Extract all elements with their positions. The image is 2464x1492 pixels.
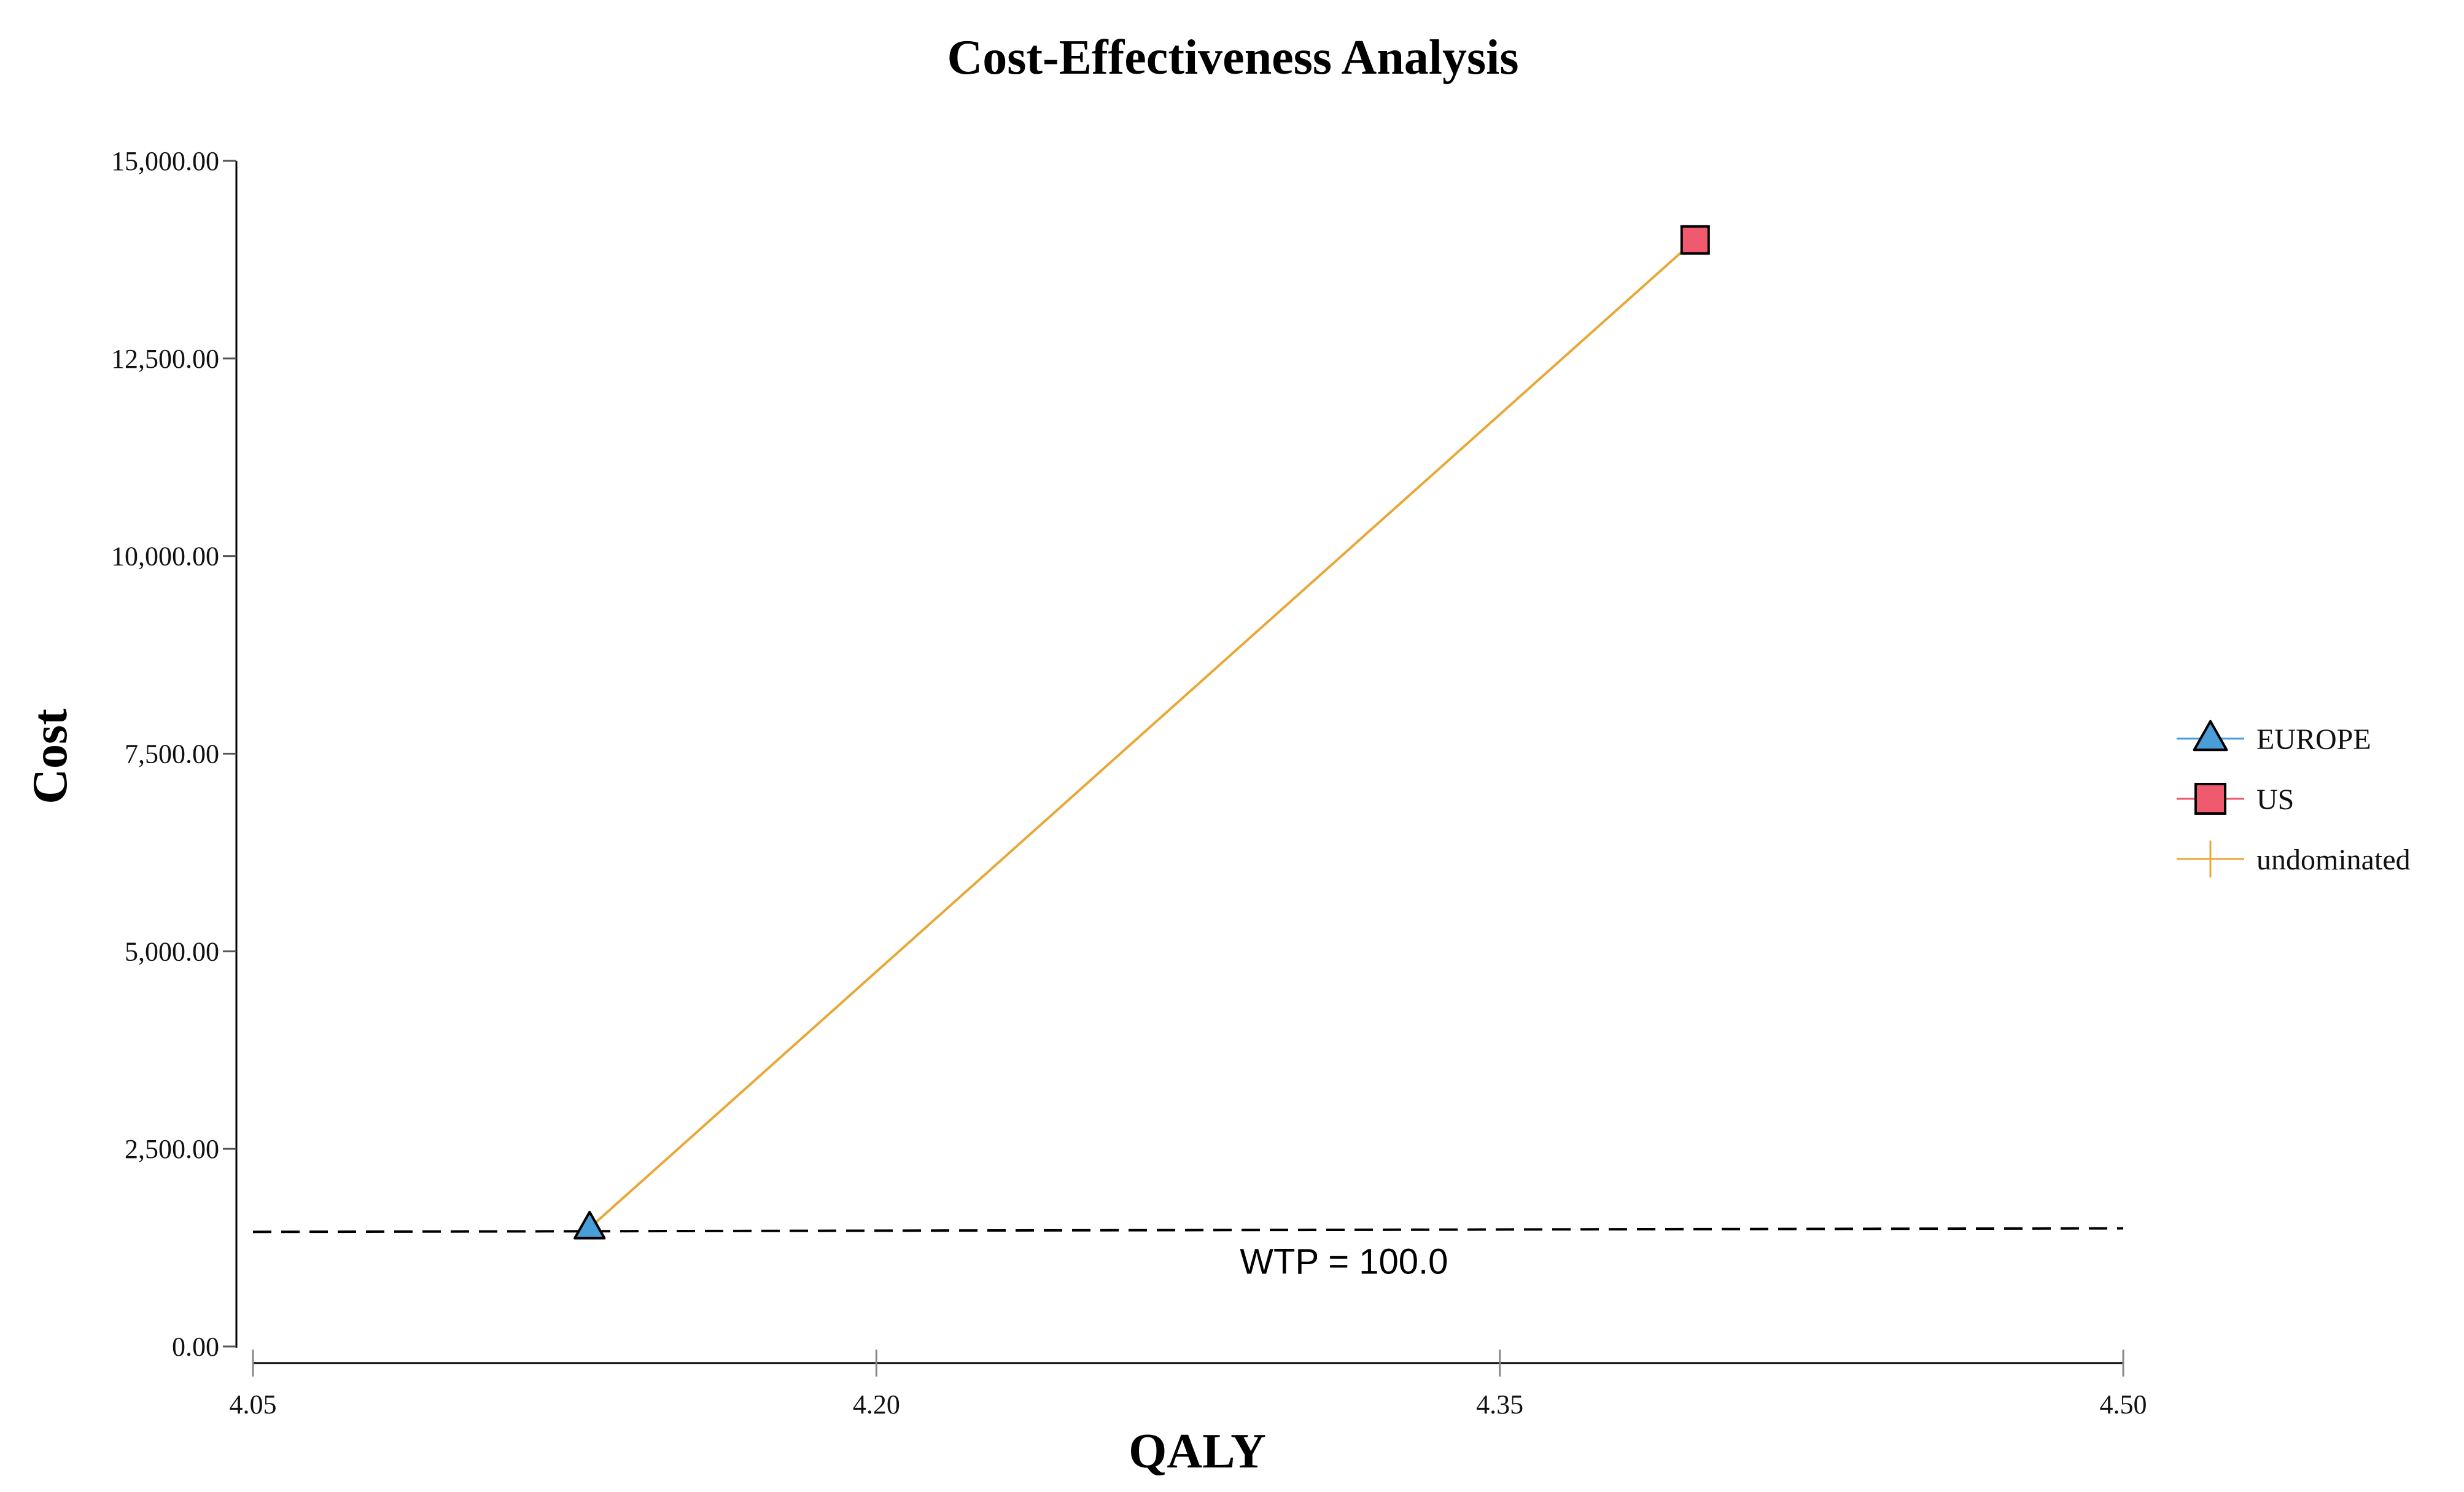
y-axis-title: Cost [23,709,77,804]
plot-area: 0.00 2,500.00 5,000.00 7,500.00 10,000.00 12,… [111,146,2147,1420]
legend-item-europe: EUROPE [2177,720,2371,756]
x-tick-label: 4.05 [230,1389,277,1420]
x-tick-label: 4.20 [853,1389,900,1420]
undominated-frontier-line [588,239,1696,1229]
legend-marker [2194,783,2226,815]
y-tick-label: 2,500.00 [125,1134,219,1164]
wtp-label: WTP = 100.0 [1240,1241,1448,1281]
legend-item-undominated: undominated [2177,841,2411,877]
y-tick-label: 5,000.00 [125,936,219,966]
y-tick-label: 15,000.00 [111,146,219,176]
legend-label: EUROPE [2256,723,2371,756]
legend: EUROPE US undominated [2177,720,2411,877]
legend-marker [2193,720,2228,752]
chart-title: Cost-Effectiveness Analysis [947,31,1518,85]
y-tick-label: 10,000.00 [111,542,219,572]
y-tick-label: 7,500.00 [125,739,219,769]
x-axis-title: QALY [1129,1424,1266,1478]
us-point [1680,225,1710,255]
x-tick-label: 4.35 [1476,1389,1523,1420]
europe-point [573,1210,606,1240]
legend-label: undominated [2256,844,2411,876]
y-tick-label: 0.00 [172,1332,219,1362]
wtp-line [252,1227,2124,1234]
legend-item-us: US [2177,783,2294,816]
x-tick-label: 4.50 [2100,1389,2147,1420]
legend-label: US [2256,783,2294,816]
y-tick-label: 12,500.00 [111,344,219,374]
